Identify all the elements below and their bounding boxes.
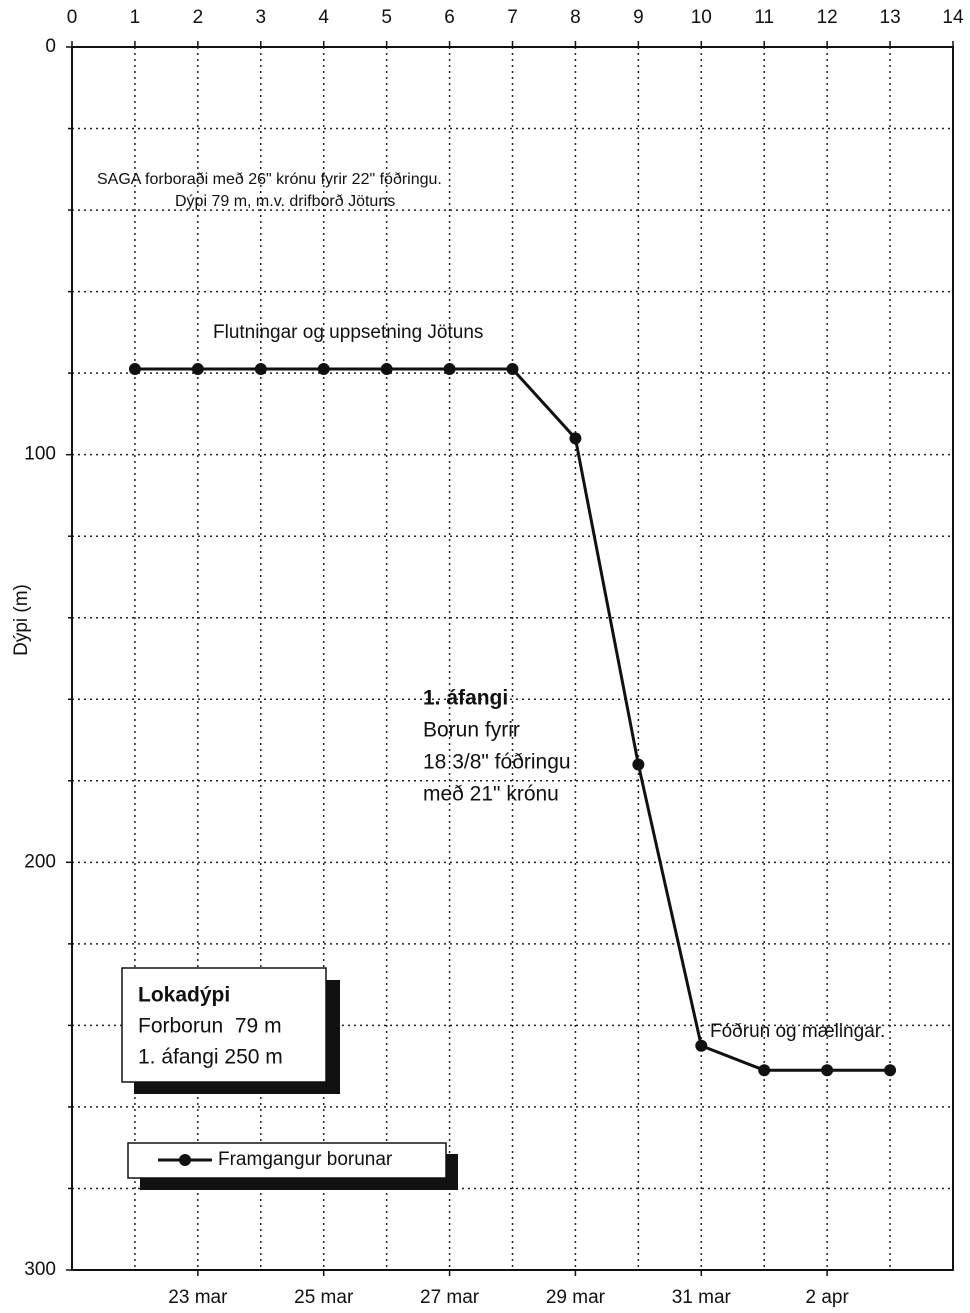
- legend-marker: [179, 1154, 191, 1166]
- y-tick-label: 300: [24, 1259, 56, 1280]
- x-tick-label: 9: [633, 7, 644, 28]
- y-tick-label: 0: [45, 36, 56, 57]
- x2-tick-label: 31 mar: [672, 1287, 732, 1308]
- annotation: Borun fyrir: [423, 719, 520, 742]
- x2-tick-label: 27 mar: [420, 1287, 480, 1308]
- data-point: [443, 363, 456, 376]
- y-tick-label: 200: [24, 851, 56, 872]
- annotation: 1. áfangi: [423, 687, 508, 710]
- legend-label: Framgangur borunar: [218, 1149, 393, 1170]
- x-tick-label: 1: [130, 7, 141, 28]
- info-box-line: 1. áfangi 250 m: [138, 1046, 283, 1069]
- x-tick-label: 0: [67, 7, 78, 28]
- data-point: [632, 758, 645, 771]
- info-box-line: Forborun 79 m: [138, 1015, 282, 1038]
- annotation: Flutningar og uppsetning Jötuns: [213, 322, 483, 343]
- data-point: [758, 1064, 771, 1077]
- x-tick-label: 8: [570, 7, 581, 28]
- data-point: [317, 363, 330, 376]
- data-point: [380, 363, 393, 376]
- data-point: [695, 1039, 708, 1052]
- x2-tick-label: 29 mar: [546, 1287, 606, 1308]
- x-tick-label: 3: [255, 7, 266, 28]
- data-point: [191, 363, 204, 376]
- x-tick-label: 6: [444, 7, 455, 28]
- x-tick-label: 7: [507, 7, 518, 28]
- annotation: SAGA forboraði með 26" krónu fyrir 22" f…: [97, 171, 442, 188]
- x2-tick-label: 2 apr: [805, 1287, 849, 1308]
- x-tick-label: 11: [754, 7, 774, 28]
- x-tick-label: 13: [880, 7, 901, 28]
- x-tick-label: 4: [318, 7, 329, 28]
- data-point: [128, 363, 141, 376]
- x2-tick-label: 25 mar: [294, 1287, 354, 1308]
- x-tick-label: 12: [817, 7, 838, 28]
- data-point: [884, 1064, 897, 1077]
- x-tick-label: 5: [381, 7, 392, 28]
- data-point: [506, 363, 519, 376]
- annotation: Fóðrun og mælingar.: [710, 1021, 885, 1042]
- data-point: [254, 363, 267, 376]
- x2-tick-label: 23 mar: [168, 1287, 228, 1308]
- annotation: með 21" krónu: [423, 783, 559, 806]
- annotation: Dýpi 79 m, m.v. drifborð Jötuns: [175, 193, 395, 210]
- y-axis-label: Dýpi (m): [11, 584, 32, 656]
- x-tick-label: 10: [691, 7, 712, 28]
- x-tick-label: 2: [193, 7, 204, 28]
- info-box: [121, 967, 327, 1083]
- y-tick-label: 100: [24, 444, 56, 465]
- data-point: [821, 1064, 834, 1077]
- data-point: [569, 432, 582, 445]
- x-tick-label: 14: [942, 7, 964, 28]
- plot-frame: [71, 46, 954, 1271]
- annotation: 18 3/8" fóðringu: [423, 751, 571, 774]
- info-box-title: Lokadýpi: [138, 984, 230, 1007]
